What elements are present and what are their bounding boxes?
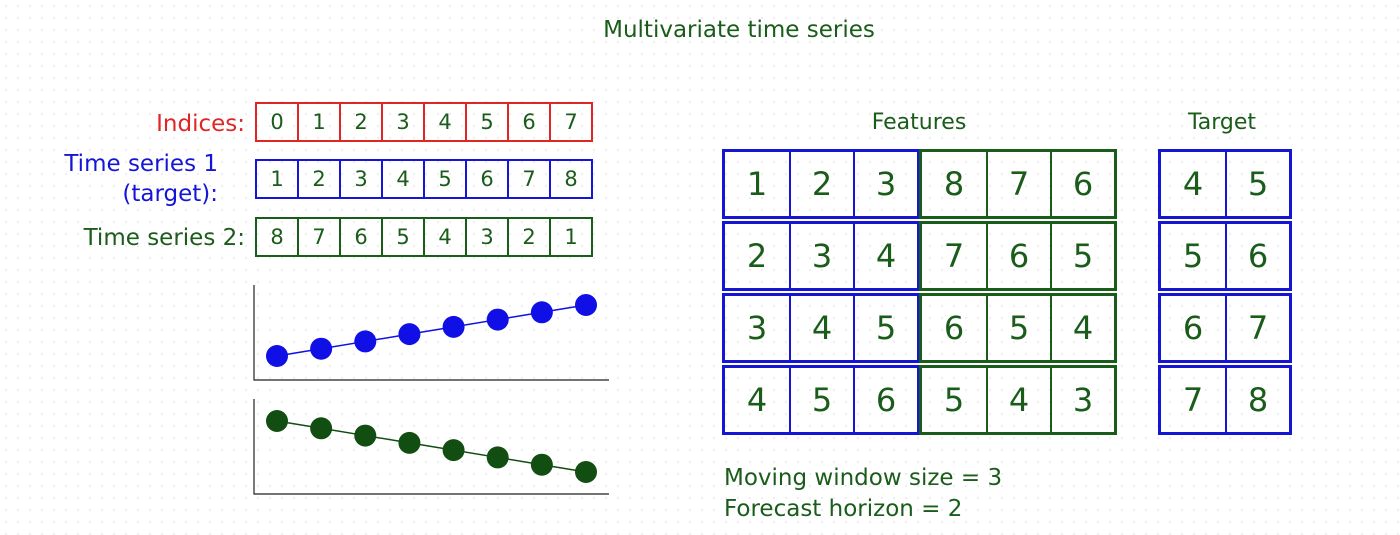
series-point — [266, 410, 288, 432]
window-cell: 2 — [789, 152, 853, 216]
series-point — [486, 308, 509, 331]
series-point — [575, 461, 597, 483]
window-cell: 6 — [986, 224, 1050, 288]
series-point — [266, 345, 288, 367]
window-cell: 7 — [1225, 296, 1289, 360]
series-point — [530, 453, 553, 476]
index-cell: 7 — [549, 102, 593, 142]
series-point — [398, 431, 421, 454]
series-point — [442, 439, 465, 462]
window-cell: 4 — [853, 224, 917, 288]
window-cell: 5 — [1182, 237, 1204, 275]
window-cell: 1 — [746, 165, 768, 203]
window-cell: 2 — [746, 237, 768, 275]
window-cell: 3 — [1050, 368, 1114, 432]
horizon-note: Forecast horizon = 2 — [724, 496, 963, 522]
window-cell: 6 — [853, 368, 917, 432]
window-cell: 8 — [943, 165, 965, 203]
plot-axes — [253, 399, 609, 495]
ts1-label-line1: Time series 1 — [64, 151, 218, 177]
plot-axes — [253, 285, 609, 381]
series-point — [442, 315, 465, 338]
series-point — [354, 330, 377, 353]
window-cell: 7 — [986, 152, 1050, 216]
window-size-note: Moving window size = 3 — [724, 465, 1003, 491]
series-point — [486, 446, 509, 469]
window-cell: 6 — [1050, 152, 1114, 216]
series-point — [575, 294, 597, 316]
target-heading: Target — [1187, 110, 1257, 135]
window-cell: 7 — [1182, 381, 1204, 419]
indices-row: 0 1 2 3 4 5 6 7 — [255, 102, 593, 142]
series-point — [310, 337, 333, 360]
ts2-cell: 1 — [549, 217, 593, 257]
window-cell: 6 — [1182, 309, 1204, 347]
window-cell: 4 — [1182, 165, 1204, 203]
ts2-row: 8 7 6 5 4 3 2 1 — [255, 217, 593, 257]
window-cell: 7 — [943, 237, 965, 275]
series-point — [310, 417, 333, 440]
window-cell: 6 — [943, 309, 965, 347]
series-point — [530, 301, 553, 324]
window-cell: 5 — [1050, 224, 1114, 288]
ts1-label-line2: (target): — [122, 181, 218, 207]
window-cell: 6 — [1225, 224, 1289, 288]
series-point — [354, 424, 377, 447]
window-cell: 5 — [943, 381, 965, 419]
window-cell: 5 — [986, 296, 1050, 360]
window-cell: 4 — [986, 368, 1050, 432]
ts1-cell: 8 — [549, 159, 593, 199]
window-cell: 8 — [1225, 368, 1289, 432]
diagram-title: Multivariate time series — [603, 17, 875, 43]
window-cell: 3 — [853, 152, 917, 216]
features-heading: Features — [871, 110, 967, 135]
window-cell: 4 — [789, 296, 853, 360]
window-cell: 5 — [853, 296, 917, 360]
window-cell: 5 — [1225, 152, 1289, 216]
window-cell: 3 — [789, 224, 853, 288]
indices-label: Indices: — [156, 111, 245, 137]
window-cell: 4 — [1050, 296, 1114, 360]
window-cell: 5 — [789, 368, 853, 432]
window-cell: 3 — [746, 309, 768, 347]
ts1-row: 1 2 3 4 5 6 7 8 — [255, 159, 593, 199]
window-cell: 4 — [746, 381, 768, 419]
series-point — [398, 323, 421, 346]
ts2-label: Time series 2: — [83, 225, 245, 251]
